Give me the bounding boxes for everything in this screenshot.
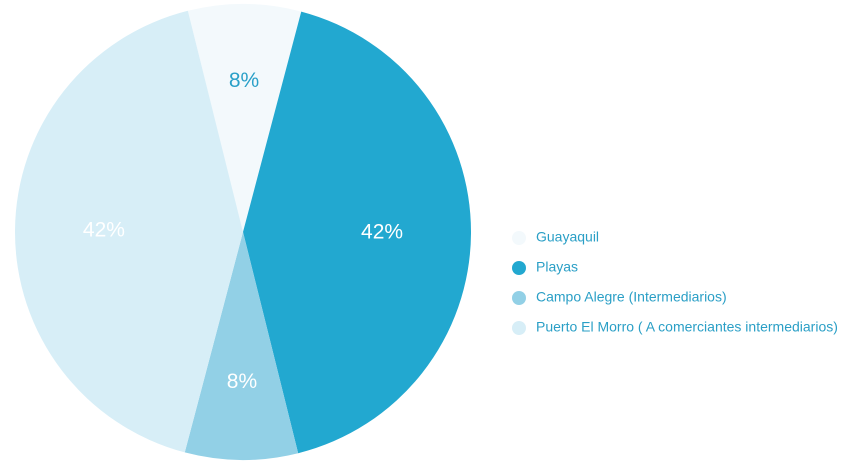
slice <box>187 3 302 233</box>
legend-swatch <box>512 231 526 245</box>
legend-label: Puerto El Morro ( A comerciantes interme… <box>536 319 838 335</box>
slice <box>243 11 471 454</box>
slice <box>15 10 243 453</box>
value-labels: 8% 42% 8% 42% <box>83 69 403 393</box>
legend-swatch <box>512 321 526 335</box>
legend-label: Campo Alegre (Intermediarios) <box>536 289 727 305</box>
legend-swatch <box>512 291 526 305</box>
value-label: 8% <box>229 69 259 92</box>
legend-label: Guayaquil <box>536 229 599 245</box>
pie <box>15 3 471 460</box>
value-label: 42% <box>83 219 125 242</box>
legend-label: Playas <box>536 259 578 275</box>
legend: Guayaquil Playas Campo Alegre (Intermediar… <box>512 229 838 335</box>
slice <box>184 232 299 460</box>
legend-swatch <box>512 261 526 275</box>
value-label: 42% <box>361 221 403 244</box>
value-label: 8% <box>227 370 257 393</box>
